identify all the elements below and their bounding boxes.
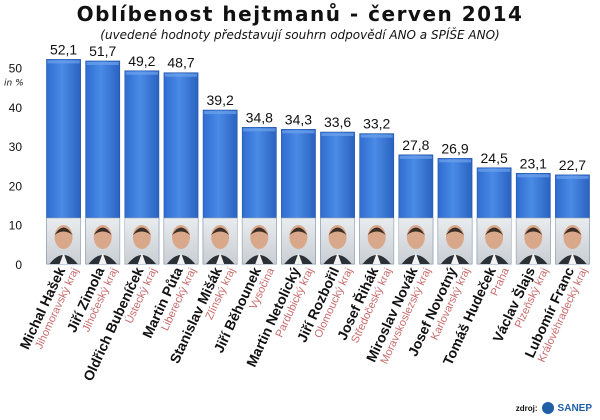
bar-highlight <box>438 159 472 163</box>
bar-highlight <box>321 133 354 137</box>
portrait-hair <box>211 227 230 235</box>
bar-highlight <box>47 60 80 64</box>
portrait-shirt <box>411 253 420 264</box>
bar-highlight <box>243 128 276 132</box>
portrait-shirt <box>177 253 185 264</box>
portrait-hair <box>289 227 308 235</box>
portrait-shirt <box>216 253 225 264</box>
bar-value-label: 22,7 <box>559 157 586 173</box>
portrait-hair <box>328 227 347 235</box>
y-tick-label: 30 <box>9 140 23 154</box>
y-tick-label: 40 <box>9 101 23 115</box>
bar-value-label: 49,2 <box>128 53 155 69</box>
portrait-hair <box>132 227 151 235</box>
bar-value-label: 26,9 <box>441 140 468 156</box>
bar-value-label: 34,3 <box>285 111 312 127</box>
sanep-logo-icon <box>541 402 554 414</box>
portraits <box>46 217 590 265</box>
bar-value-label: 34,8 <box>246 109 273 125</box>
y-axis-label: in % <box>4 79 24 89</box>
portrait-hair <box>406 227 425 235</box>
portrait-hair <box>485 227 504 235</box>
bar-value-label: 27,8 <box>402 137 429 153</box>
bar-value-label: 52,1 <box>50 41 77 57</box>
source-credit: zdroj: SANEP <box>516 402 592 414</box>
portrait-shirt <box>529 253 538 264</box>
portrait-shirt <box>333 253 342 264</box>
portrait-shirt <box>59 253 68 264</box>
bar-value-label: 48,7 <box>167 55 194 71</box>
y-tick-label: 0 <box>15 258 22 272</box>
portrait-hair <box>93 227 112 235</box>
portrait-shirt <box>98 253 107 264</box>
portrait-shirt <box>451 253 459 264</box>
bar-highlight <box>478 168 511 172</box>
portrait-shirt <box>137 253 146 264</box>
bar-value-label: 23,1 <box>520 155 547 171</box>
chart-subtitle: (uvedené hodnoty představují souhrn odpo… <box>100 28 500 42</box>
bar-value-label: 39,2 <box>207 92 234 108</box>
bar-value-label: 33,6 <box>324 114 351 130</box>
y-tick-label: 50 <box>9 62 23 76</box>
bar-highlight <box>86 61 119 65</box>
bar-value-label: 33,2 <box>363 116 390 132</box>
y-tick-label: 20 <box>9 179 23 193</box>
chart-title: Oblíbenost hejtmanů - červen 2014 <box>76 2 524 26</box>
y-tick-label: 10 <box>9 219 23 233</box>
portrait-shirt <box>490 253 499 264</box>
portrait-hair <box>367 227 386 235</box>
portrait-hair <box>563 227 582 235</box>
bar-value-label: 51,7 <box>89 43 116 59</box>
portrait-hair <box>172 227 190 235</box>
y-axis: 0 10 20 30 40 50 in % <box>4 62 24 272</box>
bar-highlight <box>164 73 198 77</box>
portrait-shirt <box>372 253 381 264</box>
bar-highlight <box>282 130 315 134</box>
portrait-hair <box>250 227 269 235</box>
portrait-hair <box>54 227 73 235</box>
portrait-hair <box>524 227 543 235</box>
bar-highlight <box>517 174 550 178</box>
bar-highlight <box>360 134 393 138</box>
portrait-shirt <box>294 253 303 264</box>
portrait-shirt <box>255 253 264 264</box>
portrait-shirt <box>568 253 577 264</box>
bar-highlight <box>399 155 432 159</box>
sanep-logo-text: SANEP <box>557 402 592 414</box>
bar-highlight <box>204 111 237 115</box>
source-label: zdroj: <box>515 403 538 413</box>
bar-highlight <box>125 71 158 75</box>
portrait-hair <box>446 227 464 235</box>
bar-highlight <box>556 175 589 179</box>
bar-value-label: 24,5 <box>481 150 508 166</box>
